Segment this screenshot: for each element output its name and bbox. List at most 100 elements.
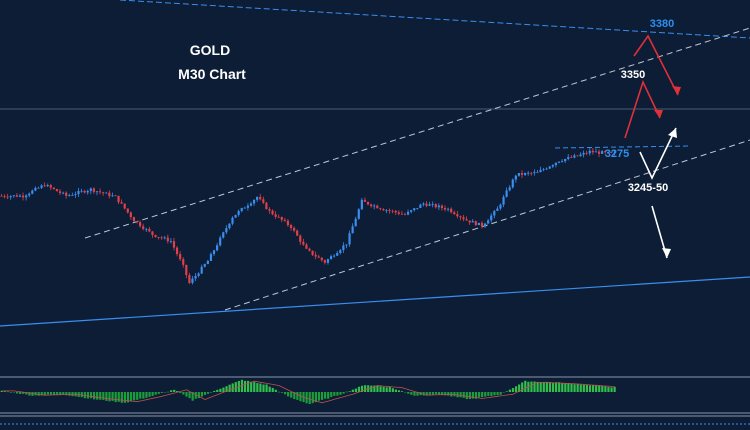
candle-body bbox=[462, 217, 465, 220]
candle-body bbox=[406, 211, 410, 215]
oscillator-bar bbox=[364, 385, 367, 392]
candle bbox=[379, 207, 382, 211]
candle bbox=[209, 252, 213, 262]
candle-body bbox=[397, 212, 400, 214]
candle bbox=[545, 167, 548, 171]
oscillator-bar bbox=[129, 392, 133, 402]
candle bbox=[459, 215, 462, 221]
candle bbox=[530, 171, 533, 176]
oscillator-bar bbox=[163, 392, 167, 393]
candle bbox=[6, 193, 9, 200]
candle bbox=[360, 197, 363, 210]
candle-body bbox=[52, 187, 55, 190]
candle-body bbox=[268, 209, 271, 211]
candle bbox=[148, 226, 151, 233]
oscillator-bar bbox=[564, 382, 567, 392]
oscillator-bar bbox=[471, 392, 475, 399]
candle-body bbox=[74, 194, 77, 196]
candle bbox=[166, 234, 169, 244]
candle-body bbox=[490, 215, 493, 221]
candle-body bbox=[12, 195, 15, 197]
candle-body bbox=[517, 173, 521, 176]
candle bbox=[52, 187, 55, 190]
candle-body bbox=[139, 222, 142, 227]
candle-body bbox=[154, 234, 157, 237]
candle-body bbox=[440, 205, 444, 208]
candle-body bbox=[376, 205, 379, 209]
candle bbox=[163, 235, 166, 240]
candle bbox=[105, 191, 108, 194]
candle bbox=[123, 203, 126, 210]
oscillator-bar bbox=[290, 392, 293, 398]
candle-body bbox=[95, 191, 99, 193]
candle-body bbox=[493, 210, 496, 216]
candle bbox=[333, 254, 336, 258]
oscillator-bar bbox=[453, 392, 456, 397]
oscillator-bar bbox=[31, 392, 34, 396]
candle-body bbox=[308, 248, 311, 251]
candle-body bbox=[554, 162, 557, 166]
candle-body bbox=[579, 154, 582, 157]
candle bbox=[212, 249, 216, 257]
oscillator-bar bbox=[173, 389, 176, 392]
oscillator-bar bbox=[601, 385, 604, 392]
candle bbox=[15, 193, 18, 198]
oscillator-bar bbox=[89, 392, 93, 399]
candle bbox=[477, 222, 480, 226]
candle bbox=[613, 150, 616, 156]
candle bbox=[490, 213, 493, 223]
candle-body bbox=[594, 151, 598, 153]
candle bbox=[311, 250, 314, 257]
candle-body bbox=[293, 228, 296, 231]
candle bbox=[607, 151, 610, 153]
candle-body bbox=[391, 210, 394, 212]
candle-body bbox=[83, 190, 86, 193]
oscillator-bar bbox=[206, 392, 210, 394]
candle bbox=[413, 208, 416, 212]
oscillator-bar bbox=[93, 392, 96, 400]
candle bbox=[496, 206, 499, 211]
candle-body bbox=[179, 254, 182, 260]
oscillator-bar bbox=[62, 392, 65, 395]
candle-body bbox=[18, 195, 22, 197]
candle-body bbox=[169, 241, 172, 242]
oscillator-signal-line bbox=[1, 380, 615, 404]
candle-body bbox=[450, 208, 453, 213]
candle-body bbox=[548, 166, 551, 169]
oscillator-bar bbox=[505, 391, 508, 392]
candle bbox=[225, 225, 228, 235]
candle-body bbox=[117, 195, 120, 203]
candle-body bbox=[151, 231, 154, 235]
candle bbox=[502, 194, 505, 208]
oscillator-bar bbox=[444, 392, 447, 396]
oscillator-bar bbox=[120, 392, 123, 403]
oscillator-bar bbox=[114, 392, 117, 403]
candle bbox=[194, 272, 197, 281]
oscillator-bar bbox=[19, 392, 22, 395]
oscillator-bar bbox=[370, 385, 373, 392]
oscillator-bar bbox=[299, 392, 302, 402]
candle bbox=[243, 206, 246, 209]
candle-body bbox=[499, 204, 502, 209]
oscillator-bar bbox=[561, 383, 564, 392]
candle bbox=[416, 207, 419, 210]
candle bbox=[554, 162, 557, 168]
candle-body bbox=[142, 226, 145, 229]
candle-body bbox=[447, 208, 450, 210]
oscillator-bar bbox=[373, 385, 376, 392]
candle-body bbox=[326, 259, 330, 263]
oscillator-bar bbox=[123, 392, 126, 403]
candle bbox=[142, 223, 145, 231]
oscillator-bar bbox=[468, 392, 471, 399]
candle bbox=[83, 189, 86, 194]
candle bbox=[12, 195, 15, 198]
candle bbox=[305, 243, 308, 250]
oscillator-bar bbox=[305, 392, 308, 404]
candle-body bbox=[465, 219, 468, 221]
oscillator-bar bbox=[530, 381, 533, 392]
candle-body bbox=[185, 264, 188, 275]
candle bbox=[314, 251, 317, 260]
candle-body bbox=[520, 173, 524, 175]
candle-body bbox=[459, 216, 462, 218]
